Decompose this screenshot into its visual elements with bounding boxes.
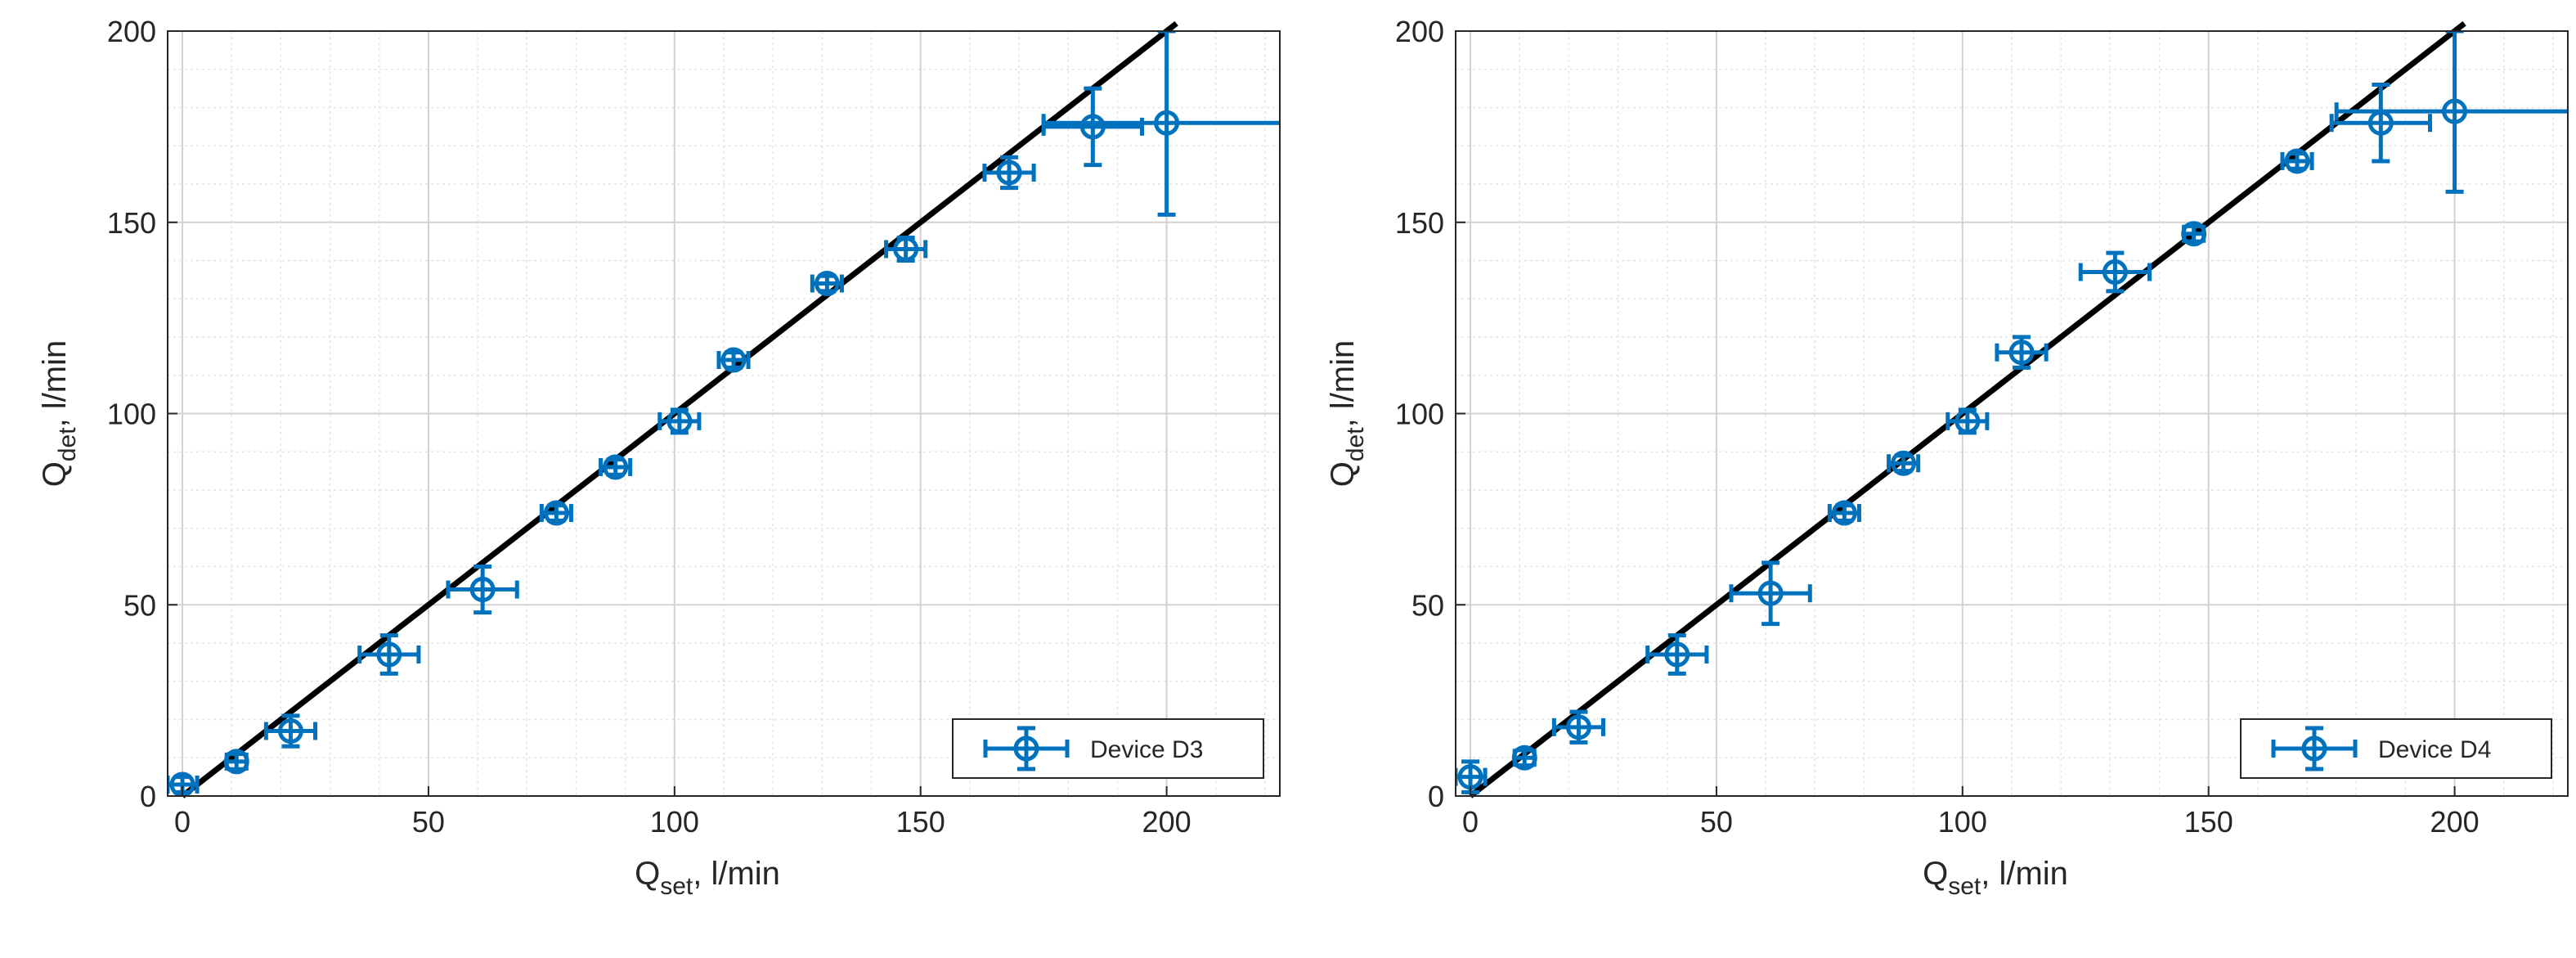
x-tick-label: 150 (2184, 805, 2233, 839)
legend-label: Device D4 (2378, 736, 2491, 763)
y-tick-label: 50 (1411, 588, 1444, 622)
marker-circle (543, 500, 569, 526)
x-tick-labels: 0 50 100 150 200 (1462, 786, 2480, 839)
data-point (1945, 407, 1990, 435)
x-tick-label: 150 (896, 805, 945, 839)
data-point (223, 749, 249, 775)
marker-circle (720, 347, 747, 373)
marker-circle (603, 454, 629, 480)
data-point (1887, 450, 1921, 476)
y-tick-label: 150 (107, 206, 156, 240)
marker-circle (469, 577, 496, 603)
x-tick-label: 50 (1700, 805, 1733, 839)
legend: Device D3 (952, 718, 1264, 779)
marker-circle (996, 160, 1022, 186)
marker-circle (666, 408, 693, 434)
x-axis-label: Qset, l/min (1923, 856, 2068, 900)
marker-circle (277, 718, 303, 744)
data-point (539, 500, 573, 526)
data-markers (168, 31, 1280, 796)
data-point (1827, 500, 1861, 526)
legend: Device D4 (2240, 718, 2552, 779)
marker-circle (2181, 221, 2207, 247)
y-axis-label: Qdet, l/min (37, 340, 81, 488)
x-tick-label: 0 (1462, 805, 1479, 839)
marker-circle (1079, 114, 1106, 140)
marker-circle (1757, 580, 1784, 606)
marker-circle (893, 236, 919, 262)
minor-grid (168, 31, 1280, 796)
data-point (1041, 86, 1145, 168)
y-tick-label: 50 (123, 588, 156, 622)
x-tick-label: 0 (174, 805, 191, 839)
legend-symbol-icon (983, 726, 1070, 771)
data-point (1995, 335, 2049, 370)
data-point (2078, 250, 2152, 294)
data-point (1041, 31, 1280, 217)
y-tick-label: 200 (107, 15, 156, 48)
x-tick-label: 100 (650, 805, 699, 839)
data-point (263, 713, 318, 749)
marker-circle (1565, 714, 1591, 740)
data-point (1729, 560, 1812, 627)
marker-circle (1831, 500, 1857, 526)
legend-box (2240, 718, 2552, 779)
legend-label: Device D3 (1090, 736, 1203, 763)
data-point (716, 347, 751, 373)
y-tick-label: 200 (1395, 15, 1444, 48)
data-point (2334, 31, 2568, 194)
marker-circle (376, 641, 402, 668)
data-point (599, 454, 633, 480)
x-tick-label: 100 (1938, 805, 1987, 839)
chart-panel-device-d3: 0 50 100 150 200 0 50 100 150 200 Qset, l/min Qd… (37, 15, 1281, 900)
marker-circle (1511, 744, 1537, 771)
marker-circle (2442, 98, 2468, 124)
legend-symbol-icon (2271, 726, 2358, 771)
y-tick-labels: 0 50 100 150 200 (107, 15, 177, 813)
marker-circle (1891, 450, 1917, 476)
data-point (2181, 221, 2207, 247)
minor-grid (1456, 31, 2568, 796)
marker-circle (1954, 408, 1981, 434)
chart-panel-device-d4: 0 50 100 150 200 0 50 100 150 200 Qset, l/min Qd… (1325, 15, 2569, 900)
data-point (2280, 148, 2314, 174)
marker-circle (1664, 641, 1690, 668)
data-point (357, 633, 421, 676)
y-tick-labels: 0 50 100 150 200 (1395, 15, 1465, 813)
marker-circle (2102, 259, 2128, 286)
data-point (1511, 744, 1537, 771)
data-point (446, 564, 519, 615)
x-tick-label: 200 (2430, 805, 2480, 839)
data-point (982, 155, 1036, 191)
marker-circle (1154, 110, 1180, 136)
x-tick-label: 50 (412, 805, 445, 839)
marker-circle (2284, 148, 2310, 174)
y-tick-label: 150 (1395, 206, 1444, 240)
y-axis-label: Qdet, l/min (1325, 340, 1369, 488)
x-axis-label: Qset, l/min (635, 856, 780, 900)
y-tick-label: 0 (1428, 780, 1444, 813)
data-point (1551, 709, 1606, 745)
data-point (657, 407, 702, 435)
x-tick-labels: 0 50 100 150 200 (174, 786, 1192, 839)
marker-circle (814, 271, 840, 297)
y-tick-label: 100 (107, 398, 156, 431)
marker-circle (223, 749, 249, 775)
data-point (884, 235, 928, 263)
x-tick-label: 200 (1142, 805, 1192, 839)
y-tick-label: 100 (1395, 398, 1444, 431)
marker-circle (2008, 340, 2035, 366)
y-tick-label: 0 (140, 780, 156, 813)
data-point (810, 271, 844, 297)
data-point (1645, 633, 1709, 676)
